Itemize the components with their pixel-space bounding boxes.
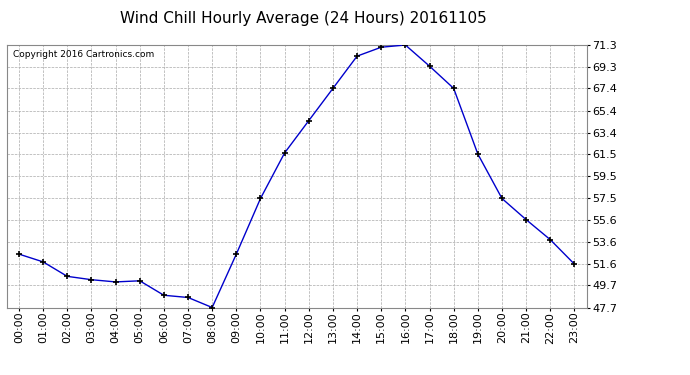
Text: Copyright 2016 Cartronics.com: Copyright 2016 Cartronics.com xyxy=(12,50,154,59)
Text: Temperature  (°F): Temperature (°F) xyxy=(506,72,611,82)
Text: Wind Chill Hourly Average (24 Hours) 20161105: Wind Chill Hourly Average (24 Hours) 201… xyxy=(120,11,487,26)
